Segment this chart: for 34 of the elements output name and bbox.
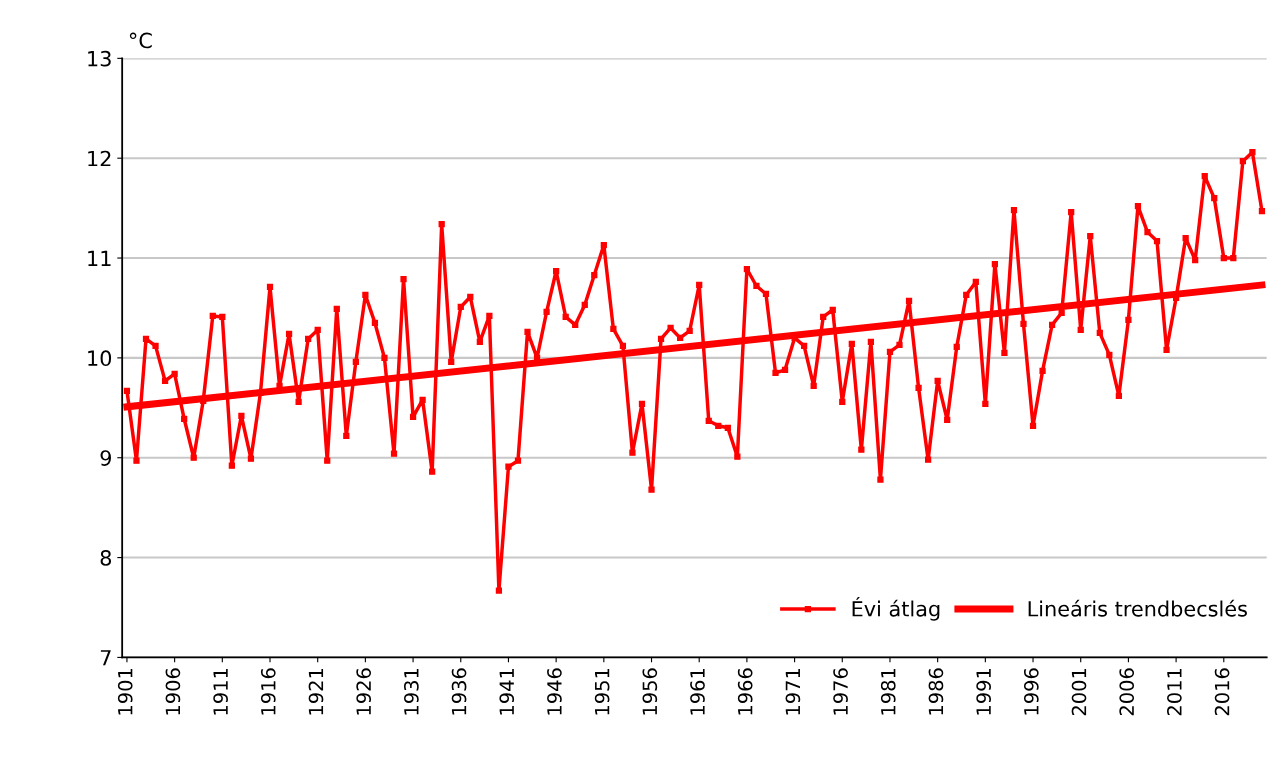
y-tick-label: 10 [88,350,112,367]
x-tick-label: 1951 [594,668,610,715]
x-tick-label: 1986 [928,668,944,715]
legend-label: Lineáris trendbecslés [1028,599,1247,617]
x-tick-label: 1931 [404,668,419,715]
x-tick-label: 1901 [117,668,133,715]
x-tick-label: 2011 [1167,668,1182,716]
x-tick-label: 1956 [642,668,658,715]
x-tick-label: 2001 [1071,668,1087,716]
x-tick-label: 1916 [260,668,276,715]
x-tick-label: 2006 [1119,668,1135,716]
y-tick-label: 12 [88,150,111,167]
x-tick-label: 1911 [213,668,228,715]
x-tick-label: 2016 [1214,668,1230,716]
x-tick-label: 1991 [976,668,991,715]
x-tick-label: 1981 [880,668,896,715]
x-tick-label: 1976 [833,668,848,715]
x-tick-label: 1961 [690,668,705,715]
x-tick-label: 1926 [356,668,372,715]
x-tick-label: 1936 [451,668,467,715]
y-axis-title: °C [129,32,152,49]
x-tick-label: 1906 [165,668,181,715]
x-tick-label: 1996 [1023,668,1039,715]
x-tick-label: 1941 [499,668,515,715]
x-tick-label: 1921 [308,668,324,715]
legend-label: Évi átlag [852,597,940,621]
x-tick-label: 1971 [785,668,801,715]
x-tick-label: 1966 [737,668,753,715]
y-tick-label: 8 [100,550,112,566]
x-tick-label: 1946 [547,668,562,715]
y-tick-label: 9 [100,450,111,466]
y-tick-label: 13 [88,50,111,67]
y-tick-label: 11 [88,250,111,266]
y-tick-label: 7 [100,650,111,666]
